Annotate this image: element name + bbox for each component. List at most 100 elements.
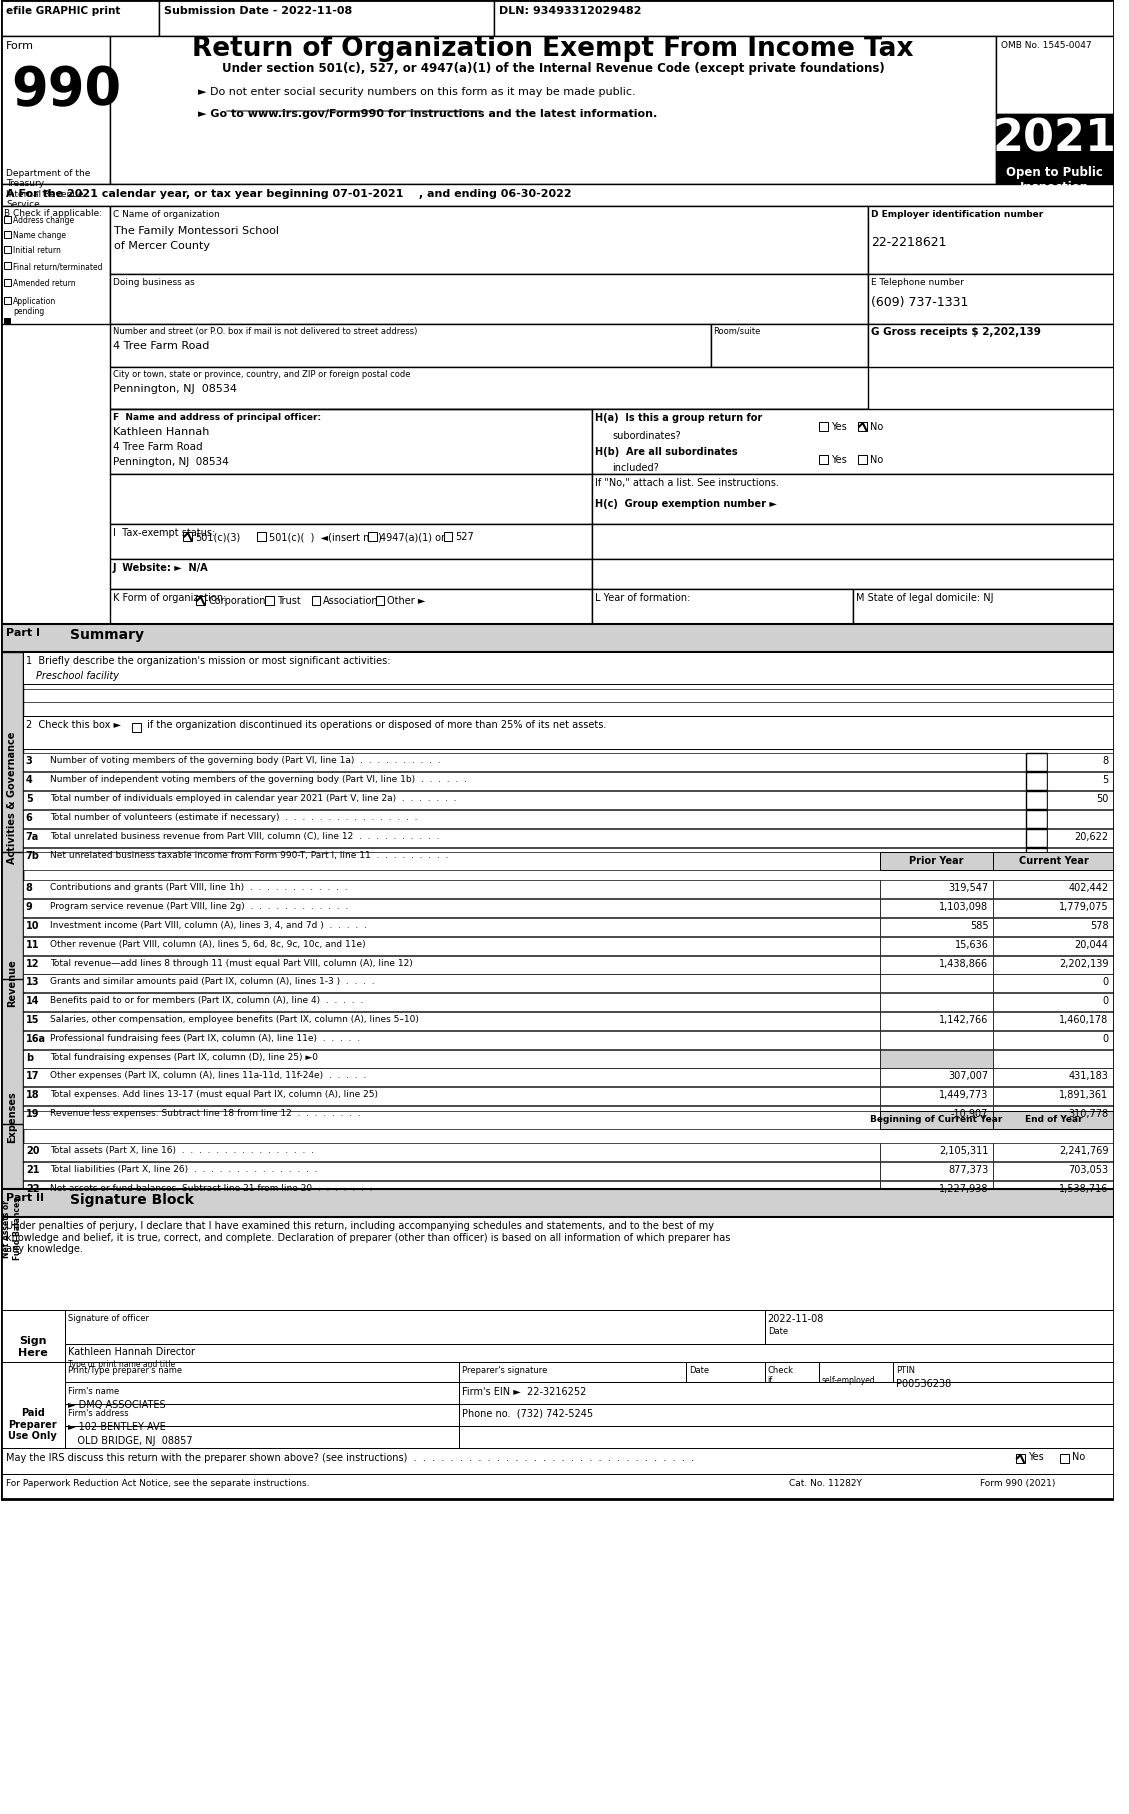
Text: Signature of officer: Signature of officer bbox=[68, 1313, 149, 1322]
Text: 1,460,178: 1,460,178 bbox=[1059, 1016, 1109, 1025]
Text: 319,547: 319,547 bbox=[948, 883, 988, 892]
Text: Firm's name: Firm's name bbox=[68, 1388, 120, 1397]
Text: Total unrelated business revenue from Part VIII, column (C), line 12  .  .  .  .: Total unrelated business revenue from Pa… bbox=[51, 833, 440, 842]
Text: Beginning of Current Year: Beginning of Current Year bbox=[870, 1116, 1003, 1125]
Text: Expenses: Expenses bbox=[7, 1092, 17, 1143]
Bar bbox=[819, 423, 828, 432]
Bar bbox=[5, 216, 11, 223]
Bar bbox=[1, 1125, 23, 1333]
Bar bbox=[23, 900, 879, 918]
Text: K Form of organization:: K Form of organization: bbox=[113, 593, 226, 602]
Text: (609) 737-1331: (609) 737-1331 bbox=[872, 296, 969, 308]
Bar bbox=[183, 532, 192, 541]
Text: 20: 20 bbox=[26, 1146, 40, 1156]
Text: Total assets (Part X, line 16)  .  .  .  .  .  .  .  .  .  .  .  .  .  .  .  .: Total assets (Part X, line 16) . . . . .… bbox=[51, 1146, 315, 1156]
Text: The Family Montessori School: The Family Montessori School bbox=[114, 227, 280, 236]
Text: OMB No. 1545-0047: OMB No. 1545-0047 bbox=[1001, 42, 1092, 51]
Bar bbox=[110, 559, 593, 590]
Text: Print/Type preparer's name: Print/Type preparer's name bbox=[68, 1366, 182, 1375]
Bar bbox=[23, 1143, 879, 1161]
Bar bbox=[1, 0, 1113, 36]
Bar bbox=[23, 1012, 879, 1030]
Bar bbox=[1048, 829, 1113, 847]
Bar bbox=[23, 1068, 879, 1087]
Bar bbox=[5, 230, 11, 238]
Text: Corporation: Corporation bbox=[208, 597, 265, 606]
Text: Pennington, NJ  08534: Pennington, NJ 08534 bbox=[113, 457, 228, 466]
Bar bbox=[994, 1181, 1113, 1199]
Bar bbox=[819, 1362, 893, 1382]
Bar bbox=[1, 853, 23, 1114]
Bar bbox=[493, 0, 1113, 36]
Text: 7a: 7a bbox=[26, 833, 40, 842]
Bar bbox=[159, 0, 493, 36]
Text: Grants and similar amounts paid (Part IX, column (A), lines 1-3 )  .  .  .  .: Grants and similar amounts paid (Part IX… bbox=[51, 978, 375, 987]
Text: H(c)  Group exemption number ►: H(c) Group exemption number ► bbox=[595, 499, 777, 510]
Text: No: No bbox=[870, 455, 883, 464]
Text: L Year of formation:: L Year of formation: bbox=[595, 593, 691, 602]
Text: 13: 13 bbox=[26, 978, 40, 987]
Text: 5: 5 bbox=[26, 795, 33, 804]
Text: Part I: Part I bbox=[6, 628, 41, 639]
Bar bbox=[23, 651, 1113, 684]
Text: Total expenses. Add lines 13-17 (must equal Part IX, column (A), line 25): Total expenses. Add lines 13-17 (must eq… bbox=[51, 1090, 378, 1099]
Text: 17: 17 bbox=[26, 1070, 40, 1081]
Text: J  Website: ►  N/A: J Website: ► N/A bbox=[113, 562, 208, 573]
Text: Yes: Yes bbox=[1027, 1451, 1043, 1462]
Bar bbox=[65, 1404, 460, 1426]
Bar bbox=[593, 590, 854, 624]
Text: ► Do not enter social security numbers on this form as it may be made public.: ► Do not enter social security numbers o… bbox=[199, 87, 636, 96]
Text: No: No bbox=[870, 423, 883, 432]
Bar bbox=[819, 455, 828, 464]
Text: Pennington, NJ  08534: Pennington, NJ 08534 bbox=[113, 385, 236, 394]
Text: 5: 5 bbox=[1102, 775, 1109, 785]
Text: C Name of organization: C Name of organization bbox=[113, 210, 219, 219]
Text: Summary: Summary bbox=[70, 628, 145, 642]
Bar bbox=[110, 590, 593, 624]
Bar bbox=[879, 1181, 994, 1199]
Text: 1,103,098: 1,103,098 bbox=[939, 902, 988, 912]
Bar bbox=[5, 297, 11, 305]
Text: P00536238: P00536238 bbox=[895, 1379, 951, 1390]
Text: Salaries, other compensation, employee benefits (Part IX, column (A), lines 5–10: Salaries, other compensation, employee b… bbox=[51, 1016, 419, 1023]
Text: 16a: 16a bbox=[26, 1034, 46, 1045]
Bar bbox=[593, 559, 1113, 590]
Text: Paid
Preparer
Use Only: Paid Preparer Use Only bbox=[8, 1408, 58, 1440]
Text: 0: 0 bbox=[1102, 1034, 1109, 1045]
Bar bbox=[1, 624, 1113, 651]
Text: 402,442: 402,442 bbox=[1068, 883, 1109, 892]
Text: 1,438,866: 1,438,866 bbox=[939, 960, 988, 969]
Text: 2,241,769: 2,241,769 bbox=[1059, 1146, 1109, 1156]
Text: Under penalties of perjury, I declare that I have examined this return, includin: Under penalties of perjury, I declare th… bbox=[6, 1221, 730, 1253]
Text: 703,053: 703,053 bbox=[1068, 1165, 1109, 1175]
Bar bbox=[994, 1050, 1113, 1068]
Bar bbox=[879, 880, 994, 898]
Text: H(b)  Are all subordinates: H(b) Are all subordinates bbox=[595, 446, 738, 457]
Text: 0: 0 bbox=[1102, 978, 1109, 987]
Text: Initial return: Initial return bbox=[14, 247, 61, 256]
Bar bbox=[1, 1448, 1113, 1475]
Text: subordinates?: subordinates? bbox=[612, 432, 681, 441]
Bar bbox=[994, 974, 1113, 992]
Text: Net Assets or
Fund Balances: Net Assets or Fund Balances bbox=[2, 1197, 21, 1261]
Bar bbox=[1, 1217, 1113, 1310]
Bar bbox=[23, 880, 879, 898]
Text: 4 Tree Farm Road: 4 Tree Farm Road bbox=[113, 443, 202, 452]
Bar bbox=[710, 325, 868, 366]
Bar bbox=[879, 900, 994, 918]
Text: 2021: 2021 bbox=[992, 116, 1117, 160]
Bar bbox=[110, 473, 593, 524]
Text: Form: Form bbox=[6, 42, 34, 51]
Text: 8: 8 bbox=[26, 883, 33, 892]
Bar bbox=[879, 938, 994, 954]
Bar bbox=[1, 207, 110, 325]
Text: 2022-11-08: 2022-11-08 bbox=[768, 1313, 824, 1324]
Text: City or town, state or province, country, and ZIP or foreign postal code: City or town, state or province, country… bbox=[113, 370, 410, 379]
Text: Number of voting members of the governing body (Part VI, line 1a)  .  .  .  .  .: Number of voting members of the governin… bbox=[51, 756, 441, 766]
Text: Sign
Here: Sign Here bbox=[18, 1335, 47, 1357]
Text: 4947(a)(1) or: 4947(a)(1) or bbox=[379, 532, 445, 542]
Text: Kathleen Hannah Director: Kathleen Hannah Director bbox=[68, 1348, 195, 1357]
Bar bbox=[1026, 847, 1048, 865]
Bar bbox=[994, 1110, 1113, 1128]
Text: Firm's EIN ►  22-3216252: Firm's EIN ► 22-3216252 bbox=[462, 1388, 587, 1397]
